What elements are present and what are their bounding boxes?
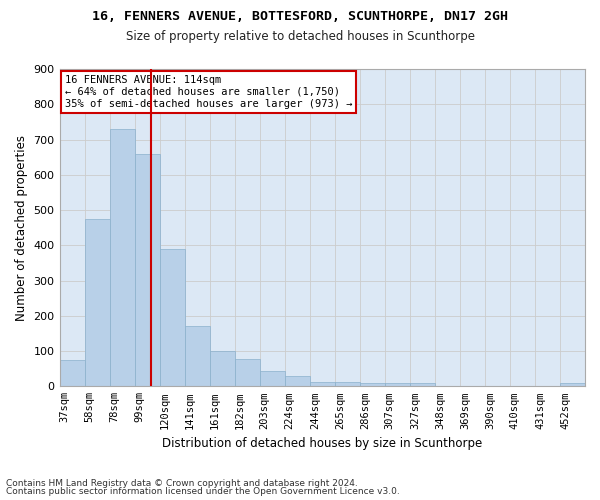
Bar <box>335 382 360 386</box>
Bar <box>209 351 235 386</box>
Text: Size of property relative to detached houses in Scunthorpe: Size of property relative to detached ho… <box>125 30 475 43</box>
Bar <box>310 382 335 386</box>
Bar <box>260 371 285 386</box>
Bar <box>110 129 134 386</box>
X-axis label: Distribution of detached houses by size in Scunthorpe: Distribution of detached houses by size … <box>162 437 482 450</box>
Bar <box>385 383 410 386</box>
Bar <box>410 384 435 386</box>
Bar <box>85 219 110 386</box>
Bar <box>134 154 160 386</box>
Bar <box>160 249 185 386</box>
Text: Contains HM Land Registry data © Crown copyright and database right 2024.: Contains HM Land Registry data © Crown c… <box>6 478 358 488</box>
Bar <box>285 376 310 386</box>
Bar <box>235 359 260 386</box>
Text: 16, FENNERS AVENUE, BOTTESFORD, SCUNTHORPE, DN17 2GH: 16, FENNERS AVENUE, BOTTESFORD, SCUNTHOR… <box>92 10 508 23</box>
Bar <box>560 383 585 386</box>
Bar <box>360 383 385 386</box>
Bar <box>185 326 209 386</box>
Text: 16 FENNERS AVENUE: 114sqm
← 64% of detached houses are smaller (1,750)
35% of se: 16 FENNERS AVENUE: 114sqm ← 64% of detac… <box>65 76 352 108</box>
Text: Contains public sector information licensed under the Open Government Licence v3: Contains public sector information licen… <box>6 487 400 496</box>
Y-axis label: Number of detached properties: Number of detached properties <box>15 134 28 320</box>
Bar <box>59 360 85 386</box>
